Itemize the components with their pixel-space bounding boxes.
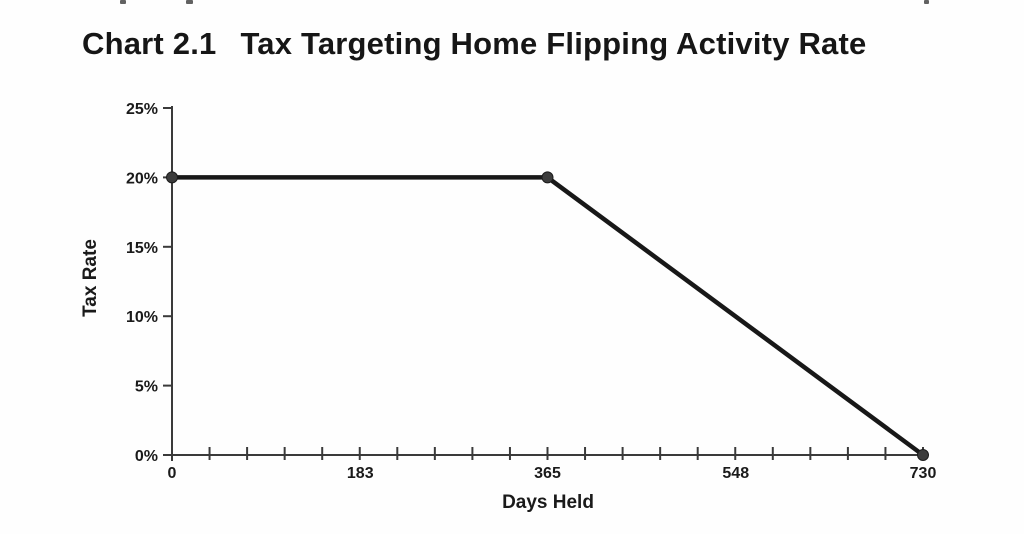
y-tick-label: 15% xyxy=(126,240,158,257)
x-tick-label: 730 xyxy=(910,465,937,482)
y-tick-label: 10% xyxy=(126,309,158,326)
y-tick-label: 20% xyxy=(126,170,158,187)
x-tick-label: 548 xyxy=(722,465,749,482)
y-tick-label: 0% xyxy=(135,448,158,465)
y-tick-label: 5% xyxy=(135,379,158,396)
y-tick-label: 25% xyxy=(126,101,158,118)
data-point-marker xyxy=(166,171,178,184)
y-axis-title: Tax Rate xyxy=(80,239,101,317)
chart-title: Chart 2.1 Tax Targeting Home Flipping Ac… xyxy=(82,26,866,62)
x-tick-label: 183 xyxy=(347,465,374,482)
x-axis-title: Days Held xyxy=(502,492,594,513)
data-point-marker xyxy=(541,171,554,184)
chart-number: Chart 2.1 xyxy=(82,26,217,61)
data-point-marker xyxy=(917,449,929,461)
x-tick-label: 0 xyxy=(168,465,177,482)
chart-title-text: Tax Targeting Home Flipping Activity Rat… xyxy=(240,26,867,61)
cropped-text-artifact xyxy=(924,0,929,4)
cropped-text-artifact xyxy=(120,0,126,4)
cropped-text-artifact xyxy=(186,0,193,4)
tax-rate-line xyxy=(169,175,926,458)
x-tick-label: 365 xyxy=(534,465,561,482)
